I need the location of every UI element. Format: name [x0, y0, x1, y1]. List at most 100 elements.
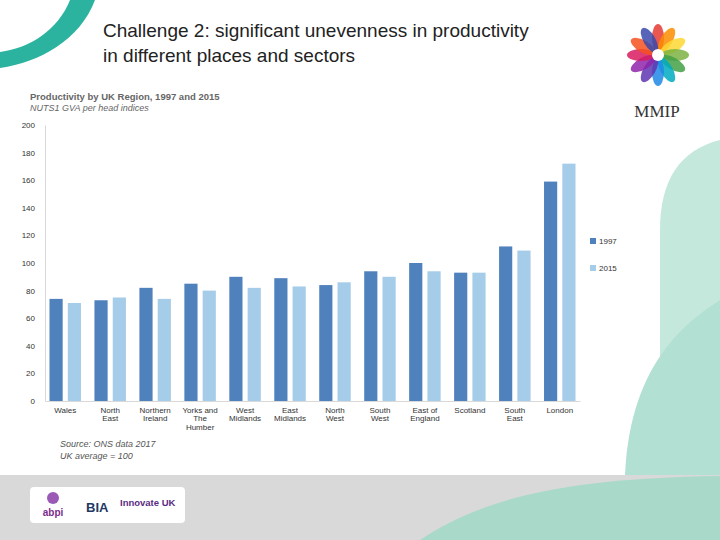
logo-center: [652, 49, 664, 61]
bar: [68, 303, 81, 401]
legend: 1997 2015: [590, 237, 617, 273]
y-tick-label: 40: [26, 342, 35, 351]
x-tick-label: NorthWest: [325, 406, 345, 424]
bar: [472, 273, 485, 401]
x-tick-label: East ofEngland: [410, 406, 439, 424]
bar: [409, 263, 422, 401]
legend-label: 2015: [599, 264, 617, 273]
y-axis: 0 20 40 60 80 100 120 140 160 180 200: [22, 121, 46, 406]
footer-logos: abpi BIA Innovate UK: [30, 487, 185, 523]
bar: [319, 285, 332, 401]
corner-arc: [0, 0, 95, 68]
x-tick: SouthWest: [369, 401, 390, 423]
x-tick-label: Wales: [54, 406, 76, 415]
bar: [158, 299, 171, 401]
mmip-logo: [627, 24, 689, 86]
x-tick-label: London: [546, 406, 573, 415]
y-tick-label: 180: [22, 149, 36, 158]
x-tick: SouthEast: [504, 401, 525, 423]
y-tick: 160: [22, 176, 45, 185]
logo-abpi: abpi: [43, 507, 64, 518]
logo-text: MMIP: [634, 102, 679, 121]
logo-abpi-mark: [47, 492, 59, 504]
bar: [427, 271, 440, 401]
x-tick-label: SouthWest: [369, 406, 390, 424]
footer-logo-box: [30, 487, 185, 523]
y-tick: 40: [26, 342, 45, 351]
bar: [49, 299, 62, 401]
x-axis: Wales NorthEast NorthernIreland Yorks andTh…: [46, 401, 581, 432]
y-tick: 20: [26, 369, 45, 378]
x-tick: Wales: [54, 401, 76, 415]
bar: [293, 286, 306, 401]
bar: [184, 284, 197, 401]
slide: Challenge 2: significant unevenness in p…: [0, 0, 720, 540]
x-axis-line: [46, 401, 581, 402]
y-tick-label: 0: [31, 397, 36, 406]
right-swoosh-2: [625, 300, 720, 475]
legend-label: 1997: [599, 237, 617, 246]
bar: [499, 246, 512, 401]
chart-subtitle: NUTS1 GVA per head indices: [30, 103, 149, 113]
x-tick: East ofEngland: [410, 401, 439, 423]
decoration: [0, 0, 720, 540]
x-tick-label: EastMidlands: [274, 406, 306, 424]
y-tick: 120: [22, 231, 45, 240]
logo-bia: BIA: [86, 500, 109, 515]
y-tick: 180: [22, 149, 45, 158]
bar: [517, 251, 530, 401]
corner-arc-inner: [0, 0, 70, 52]
y-tick-label: 160: [22, 176, 36, 185]
x-tick-label: WestMidlands: [229, 406, 261, 424]
chart-title: Productivity by UK Region, 1997 and 2015: [30, 91, 220, 102]
x-tick-label: SouthEast: [504, 406, 525, 424]
bar: [113, 298, 126, 402]
y-tick: 80: [26, 287, 45, 296]
bars: [49, 164, 575, 401]
bar: [94, 300, 107, 401]
logo-innovate: Innovate UK: [120, 497, 176, 508]
y-tick: 0: [31, 397, 45, 406]
x-tick-label: NorthEast: [100, 406, 120, 424]
x-tick: NorthEast: [100, 401, 120, 423]
x-tick-label: NorthernIreland: [140, 406, 171, 424]
x-tick: London: [546, 401, 573, 415]
legend-swatch: [590, 238, 596, 244]
y-tick-label: 20: [26, 369, 35, 378]
bar-series: [49, 182, 557, 401]
slide-heading: Challenge 2: significant unevenness in p…: [103, 20, 529, 66]
annotation: UK average = 100: [60, 451, 133, 461]
x-tick: WestMidlands: [229, 401, 261, 423]
y-tick-label: 140: [22, 204, 36, 213]
bar: [203, 291, 216, 401]
footer-bar: [0, 475, 720, 540]
bar: [364, 271, 377, 401]
x-tick-label: Yorks andTheHumber: [182, 406, 217, 433]
bar: [562, 164, 575, 401]
y-tick-label: 200: [22, 121, 36, 130]
bar: [139, 288, 152, 401]
x-tick: Yorks andTheHumber: [182, 401, 217, 432]
bar: [229, 277, 242, 401]
y-tick-label: 100: [22, 259, 36, 268]
bar: [454, 273, 467, 401]
x-tick-label: Scotland: [454, 406, 485, 415]
bar-series: [68, 164, 576, 401]
x-tick: Scotland: [454, 401, 485, 415]
y-tick-label: 80: [26, 287, 35, 296]
legend-item: 1997: [590, 237, 617, 246]
footer-teal: [420, 476, 720, 540]
bar: [382, 277, 395, 401]
x-tick: EastMidlands: [274, 401, 306, 423]
bar: [338, 282, 351, 401]
x-tick: NorthernIreland: [140, 401, 171, 423]
y-tick-label: 120: [22, 231, 36, 240]
y-tick: 60: [26, 314, 45, 323]
y-tick: 100: [22, 259, 45, 268]
y-tick: 200: [22, 121, 45, 130]
y-tick: 140: [22, 204, 45, 213]
legend-item: 2015: [590, 264, 617, 273]
bar: [248, 288, 261, 401]
annotation: Source: ONS data 2017: [60, 439, 157, 449]
y-tick-label: 60: [26, 314, 35, 323]
